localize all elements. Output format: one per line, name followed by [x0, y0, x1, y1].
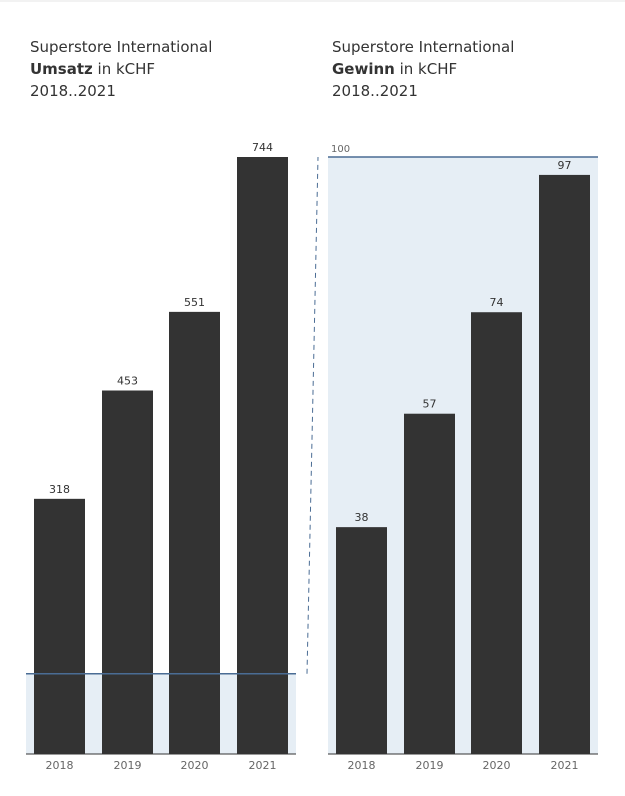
title-measure: Gewinn [332, 60, 395, 78]
gewinn-value-label-2020: 74 [490, 296, 504, 309]
umsatz-bar-2021 [237, 157, 288, 754]
gewinn-bar-2018 [336, 527, 387, 754]
umsatz-value-label-2019: 453 [117, 375, 138, 388]
title-line-3: 2018..2021 [332, 82, 418, 100]
umsatz-chart-title: Superstore International Umsatz in kCHF … [30, 36, 212, 102]
gewinn-value-label-2019: 57 [423, 398, 437, 411]
title-line-1: Superstore International [30, 38, 213, 56]
gewinn-bar-2021 [539, 174, 590, 754]
gewinn-bar-2019 [404, 413, 455, 754]
title-unit: in kCHF [394, 60, 458, 78]
umsatz-value-label-2020: 551 [184, 296, 205, 309]
title-line-2: Gewinn in kCHF [332, 58, 514, 80]
umsatz-bar-2019 [102, 390, 153, 754]
umsatz-x-tick-2018: 2018 [46, 759, 74, 772]
title-line-3: 2018..2021 [30, 82, 116, 100]
gewinn-x-tick-2018: 2018 [348, 759, 376, 772]
top-divider [0, 0, 625, 2]
umsatz-value-label-2018: 318 [49, 483, 70, 496]
umsatz-x-tick-2021: 2021 [249, 759, 277, 772]
umsatz-bar-2020 [169, 311, 220, 754]
title-measure: Umsatz [30, 60, 93, 78]
gewinn-x-tick-2020: 2020 [483, 759, 511, 772]
gewinn-value-label-2021: 97 [558, 159, 572, 172]
gewinn-value-label-2018: 38 [355, 511, 369, 524]
title-line-2: Umsatz in kCHF [30, 58, 212, 80]
umsatz-x-tick-2019: 2019 [114, 759, 142, 772]
title-unit: in kCHF [92, 60, 156, 78]
gewinn-x-tick-2019: 2019 [416, 759, 444, 772]
title-line-1: Superstore International [332, 38, 515, 56]
gewinn-reference-label: 100 [331, 144, 350, 155]
umsatz-x-tick-2020: 2020 [181, 759, 209, 772]
gewinn-chart-title: Superstore International Gewinn in kCHF … [332, 36, 514, 102]
umsatz-bar-2018 [34, 498, 85, 754]
umsatz-value-label-2021: 744 [252, 141, 273, 154]
zoom-connector-line [306, 156, 319, 674]
gewinn-bar-2020 [471, 312, 522, 754]
gewinn-x-tick-2021: 2021 [551, 759, 579, 772]
